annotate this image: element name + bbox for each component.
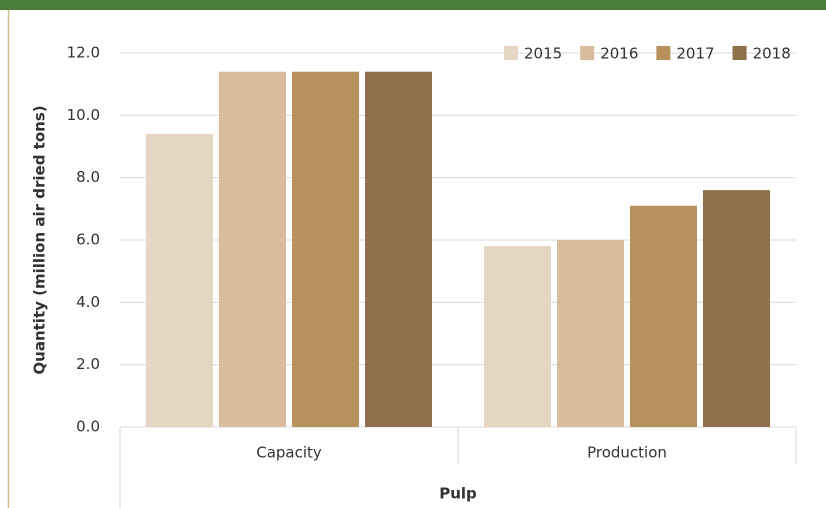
legend-swatch [656,46,671,60]
bar [557,240,624,427]
bar [365,71,432,427]
bar [703,190,770,427]
y-tick-label: 10.0 [67,106,100,124]
x-tick-label: Capacity [256,444,322,462]
legend-label: 2018 [753,45,791,63]
legend-label: 2017 [676,45,714,63]
x-tick-label: Production [587,444,667,462]
legend-label: 2015 [524,45,562,63]
y-tick-label: 0.0 [76,418,100,436]
legend-swatch [504,46,518,60]
top-bar [0,0,826,10]
bar [292,71,359,427]
y-tick-label: 8.0 [76,168,100,186]
y-axis-label: Quantity (million air dried tons) [31,105,49,374]
legend-swatch [580,46,595,60]
y-tick-label: 12.0 [67,44,100,62]
bar [219,71,286,427]
bar [146,134,213,428]
legend-swatch [732,46,747,60]
y-tick-label: 2.0 [76,355,100,373]
bar [484,246,551,427]
y-tick-label: 4.0 [76,293,100,311]
bar [630,205,697,427]
y-tick-label: 6.0 [76,231,100,249]
x-axis-label: Pulp [439,485,477,503]
legend-label: 2016 [600,45,638,63]
